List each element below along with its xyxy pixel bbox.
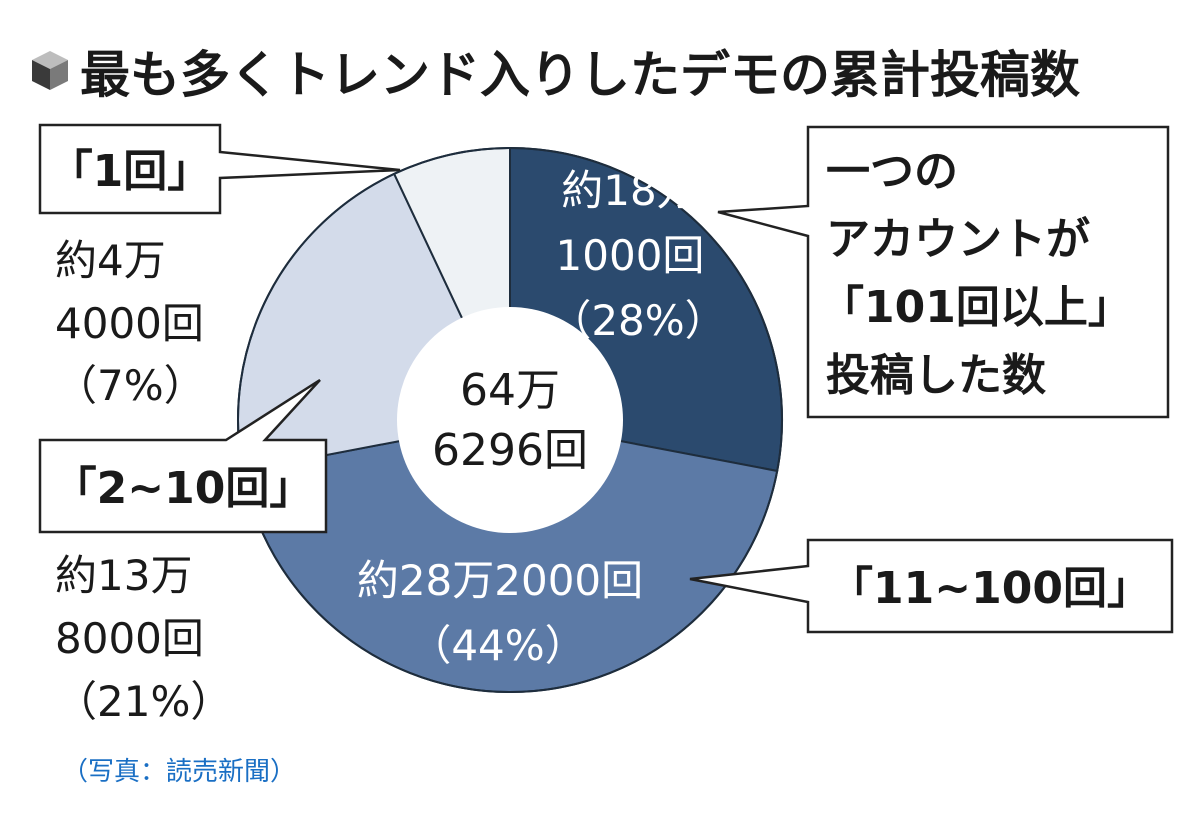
title-group: 最も多くトレンド入りしたデモの累計投稿数 [32,46,1080,104]
center-total-line2: 6296回 [432,425,588,476]
side-label-1: 約4万 4000回 （7%） [55,236,206,410]
chart-title: 最も多くトレンド入りしたデモの累計投稿数 [80,46,1080,104]
callout-1: 「1回」 [38,123,401,215]
pie-outline [237,147,783,693]
data-label-101-value1: 約18万 [561,166,698,215]
data-label-101-value2: 1000回 [556,231,705,280]
data-label-1-percent: （7%） [55,361,206,410]
callout-11-100-text: 「11~100回」 [829,563,1151,614]
callout-101-line3: 「101回以上」 [820,282,1132,333]
callout-101-plus: 一つの アカウントが 「101回以上」 投稿した数 [717,125,1170,419]
callout-1-text: 「1回」 [49,146,212,197]
side-label-2-10: 約13万 8000回 （21%） [55,551,232,726]
callout-101-line1: 一つの [826,146,958,197]
center-total-line1: 64万 [460,365,560,416]
callout-2-10: 「2~10回」 [38,378,328,534]
data-label-101-percent: （28%） [549,296,726,345]
slice-label-101-plus: 約18万 1000回 （28%） [549,166,726,345]
callout-101-line4: 投稿した数 [826,350,1046,401]
callout-101-line2: アカウントが [826,214,1090,265]
callout-11-100: 「11~100回」 [689,538,1174,634]
callout-box-2-10 [38,378,328,534]
callout-box-11-100 [689,538,1174,634]
callout-2-10-text: 「2~10回」 [53,463,314,514]
slice-label-11-100: 約28万2000回 （44%） [357,556,643,670]
cube-bullet-icon [32,51,68,90]
data-label-1-value1: 約4万 [55,236,166,285]
donut-hole [397,307,623,533]
callout-box-1 [38,123,401,215]
data-label-2-10-percent: （21%） [55,677,232,726]
source-caption: （写真：読売新聞） [62,757,296,787]
data-label-11-100-value: 約28万2000回 [357,556,643,605]
callout-box-101-plus [717,125,1170,419]
data-label-2-10-value1: 約13万 [55,551,192,600]
data-label-2-10-value2: 8000回 [55,614,204,663]
data-label-1-value2: 4000回 [55,299,204,348]
data-label-11-100-percent: （44%） [409,621,586,670]
